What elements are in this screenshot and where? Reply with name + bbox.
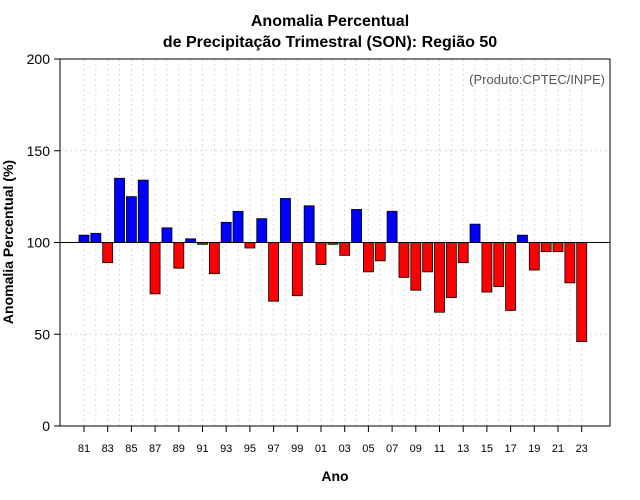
bar-94 xyxy=(232,210,244,243)
bar-10 xyxy=(422,242,434,273)
x-tick-label: 03 xyxy=(339,443,351,455)
x-tick-label: 99 xyxy=(291,443,303,455)
y-tick-label: 0 xyxy=(42,418,50,434)
bar-98 xyxy=(280,198,291,243)
x-tick-label: 13 xyxy=(457,443,469,455)
bar-15 xyxy=(481,242,493,293)
x-tick-label: 81 xyxy=(78,443,90,455)
x-tick-label: 15 xyxy=(481,443,493,455)
y-tick-label: 50 xyxy=(34,326,50,342)
bar-22 xyxy=(564,242,576,284)
bar-layer xyxy=(78,177,588,342)
bar-09 xyxy=(410,242,422,291)
bar-95 xyxy=(244,242,256,249)
bar-13 xyxy=(457,242,469,264)
bar-20 xyxy=(540,242,552,253)
bar-82 xyxy=(90,232,102,243)
bar-88 xyxy=(161,227,173,243)
bar-89 xyxy=(173,242,185,269)
x-tick-label: 23 xyxy=(576,443,588,455)
x-tick-label: 89 xyxy=(173,443,185,455)
bar-23 xyxy=(576,242,588,342)
bar-01 xyxy=(315,242,327,265)
x-tick-label: 21 xyxy=(552,443,564,455)
bar-14 xyxy=(469,223,481,243)
x-axis-label: Ano xyxy=(321,468,348,484)
x-tick-label: 17 xyxy=(504,443,516,455)
bar-16 xyxy=(493,242,505,287)
bar-86 xyxy=(137,179,149,243)
bar-11 xyxy=(434,242,445,313)
bar-18 xyxy=(517,234,528,243)
bar-93 xyxy=(220,221,232,243)
bar-85 xyxy=(126,196,137,243)
bar-05 xyxy=(362,242,374,273)
y-tick-label: 150 xyxy=(27,143,51,159)
bar-21 xyxy=(552,242,564,253)
x-axis-ticks: 81 83 85 87 89 91 93 95 97 99 01 03 05 07 09 11 13 15 17 19… xyxy=(78,426,588,455)
bar-92 xyxy=(208,242,220,275)
bar-03 xyxy=(339,242,351,256)
bar-12 xyxy=(445,242,457,298)
y-axis-ticks: 0 50 100 150 200 xyxy=(27,51,60,434)
bar-07 xyxy=(386,210,398,243)
x-tick-label: 93 xyxy=(220,443,232,455)
grid-layer xyxy=(60,59,610,426)
credit-label: (Produto:CPTEC/INPE) xyxy=(469,72,605,87)
y-tick-label: 100 xyxy=(27,235,51,251)
bar-81 xyxy=(78,234,90,243)
bar-97 xyxy=(268,242,280,302)
x-tick-label: 97 xyxy=(267,443,279,455)
x-tick-label: 07 xyxy=(386,443,398,455)
bar-83 xyxy=(102,242,114,264)
bar-87 xyxy=(149,242,161,295)
x-tick-label: 83 xyxy=(102,443,114,455)
x-tick-label: 87 xyxy=(149,443,161,455)
bar-90 xyxy=(185,238,197,243)
x-tick-label: 05 xyxy=(362,443,374,455)
chart-title-line1: Anomalia Percentual xyxy=(251,13,409,30)
y-tick-label: 200 xyxy=(27,51,51,67)
chart-title-line2: de Precipitação Trimestral (SON): Região… xyxy=(163,34,497,51)
x-tick-label: 11 xyxy=(434,443,445,455)
x-tick-label: 01 xyxy=(315,443,327,455)
bar-99 xyxy=(291,242,303,297)
x-tick-label: 09 xyxy=(410,443,422,455)
x-tick-label: 19 xyxy=(528,443,540,455)
x-tick-label: 95 xyxy=(244,443,256,455)
bar-08 xyxy=(398,242,410,278)
x-tick-label: 85 xyxy=(125,443,137,455)
bar-06 xyxy=(374,242,386,262)
bar-04 xyxy=(351,209,362,243)
bar-17 xyxy=(505,242,517,311)
y-axis-label: Anomalia Percentual (%) xyxy=(0,160,16,324)
x-tick-label: 91 xyxy=(196,443,208,455)
bar-19 xyxy=(528,242,540,271)
bar-96 xyxy=(256,218,268,243)
bar-00 xyxy=(303,205,315,243)
bar-84 xyxy=(114,177,125,243)
